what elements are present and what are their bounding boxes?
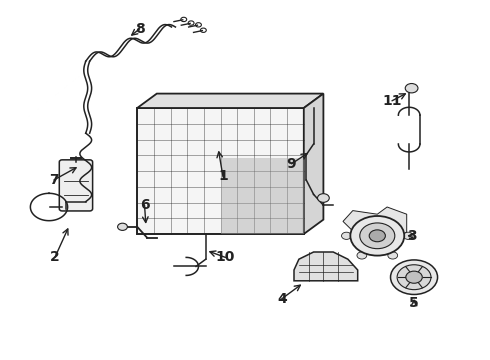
Text: 4: 4	[277, 292, 287, 306]
Circle shape	[405, 84, 418, 93]
Circle shape	[360, 223, 395, 249]
Circle shape	[118, 223, 127, 230]
Circle shape	[388, 212, 397, 220]
Text: 3: 3	[407, 229, 416, 243]
Circle shape	[342, 232, 351, 239]
Polygon shape	[137, 108, 304, 234]
Text: 7: 7	[49, 173, 59, 187]
FancyBboxPatch shape	[59, 160, 93, 211]
Circle shape	[403, 232, 413, 239]
Circle shape	[357, 252, 367, 259]
Polygon shape	[304, 94, 323, 234]
Circle shape	[388, 252, 397, 259]
Text: 1: 1	[218, 170, 228, 183]
Text: 5: 5	[409, 296, 419, 310]
Text: 10: 10	[216, 251, 235, 264]
Circle shape	[318, 194, 329, 202]
Polygon shape	[343, 207, 407, 239]
Circle shape	[391, 260, 438, 294]
Circle shape	[406, 271, 422, 283]
Circle shape	[397, 265, 431, 290]
Circle shape	[350, 216, 404, 256]
Text: 6: 6	[140, 198, 149, 212]
Circle shape	[357, 212, 367, 220]
Text: 11: 11	[382, 94, 402, 108]
Polygon shape	[294, 252, 358, 281]
Text: 8: 8	[135, 22, 145, 36]
Text: 9: 9	[287, 157, 296, 171]
Polygon shape	[137, 94, 323, 108]
Text: 2: 2	[50, 251, 60, 264]
Circle shape	[369, 230, 385, 242]
Polygon shape	[220, 158, 304, 234]
